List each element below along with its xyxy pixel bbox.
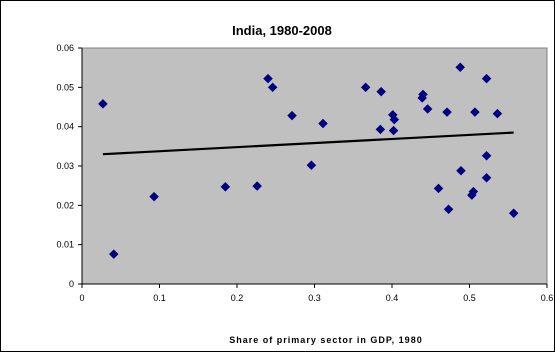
data-point [433,183,444,194]
data-point [468,186,479,197]
data-point [360,82,371,93]
data-point [306,160,317,171]
data-point [481,172,492,183]
data-point [389,114,400,125]
data-point [318,118,328,129]
data-point [220,181,231,192]
y-tick-label: 0.06 [56,43,74,53]
data-point [375,124,386,135]
data-point [418,89,428,100]
data-point [376,86,387,97]
x-tick-label: 0.1 [153,293,166,303]
data-point [455,62,466,73]
x-axis-title: Share of primary sector in GDP, 1980 [229,335,422,345]
y-tick-label: 0.03 [56,161,74,171]
data-point [481,73,492,84]
data-point [108,249,119,259]
x-tick-label: 0.6 [541,293,554,303]
data-point [508,208,519,219]
data-point [263,73,273,84]
data-point [287,110,297,121]
y-tick-label: 0.05 [56,82,74,92]
data-point [470,107,480,117]
data-point [267,82,278,93]
x-tick-label: 0.2 [231,293,244,303]
x-tick-label: 0.4 [386,293,399,303]
data-point [442,107,452,117]
chart-title: India, 1980-2008 [232,23,332,38]
data-point [388,125,399,136]
data-point [149,191,159,202]
y-tick-label: 0.02 [56,200,74,210]
x-tick-label: 0.5 [463,293,476,303]
data-point [492,108,503,119]
data-point [252,181,263,191]
y-axis: 0 0.01 0.02 0.03 0.04 0.05 0.06 [56,43,83,289]
x-axis: 0 0.1 0.2 0.3 0.4 0.5 0.6 [79,283,554,303]
trendline [102,131,514,156]
y-tick-label: 0.04 [56,122,74,132]
data-point [481,150,492,161]
data-points [98,62,519,259]
y-tick-label: 0 [69,279,74,289]
y-tick-label: 0.01 [56,240,74,250]
data-point [456,165,466,176]
x-tick-label: 0.3 [308,293,321,303]
data-point [98,98,108,109]
data-point [443,204,454,215]
data-point [422,104,433,114]
x-tick-label: 0 [79,293,84,303]
